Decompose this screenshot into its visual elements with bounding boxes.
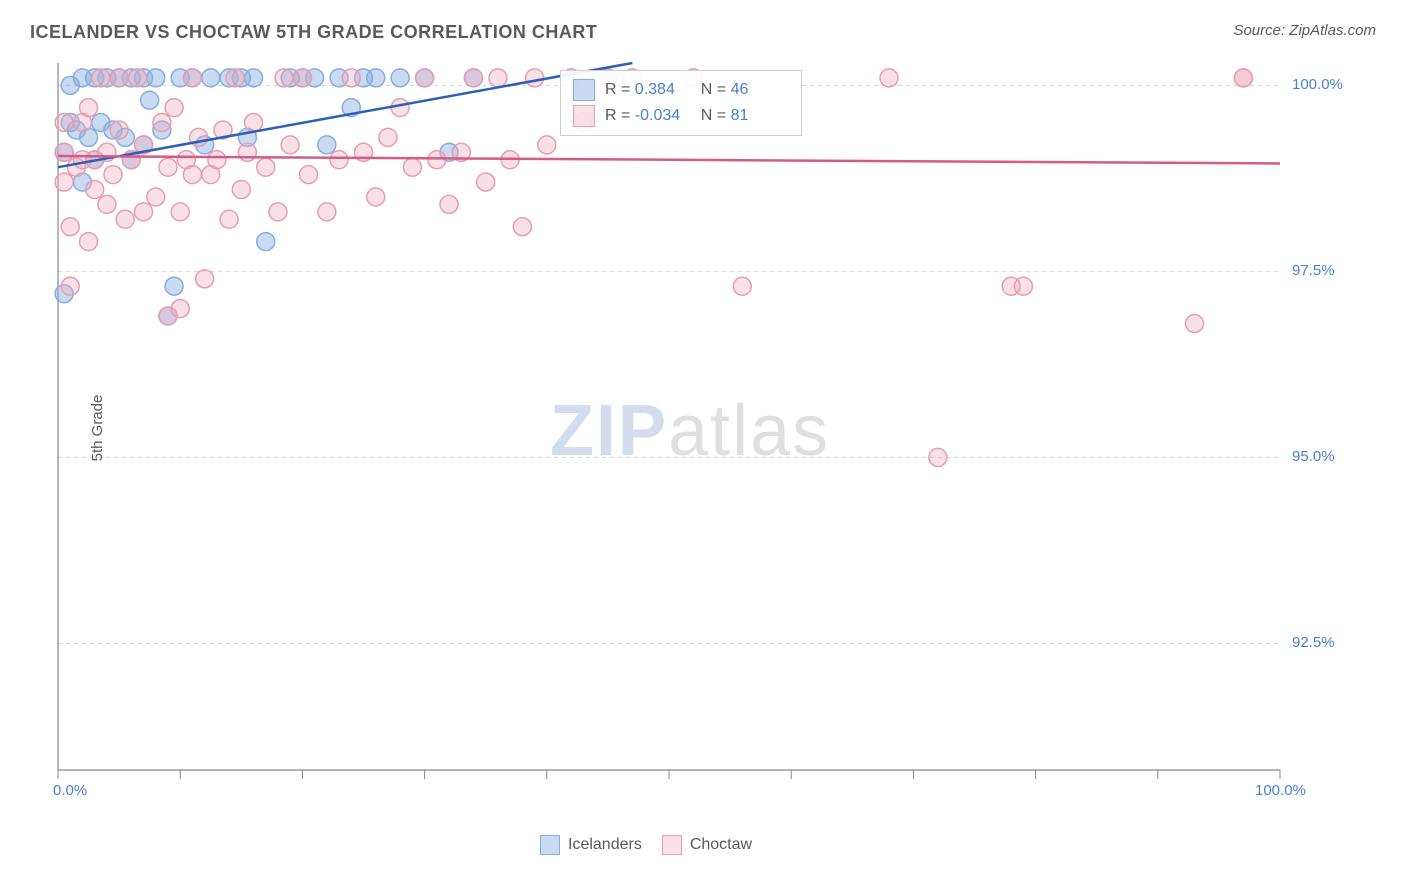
y-axis-label: 5th Grade	[89, 394, 106, 461]
legend-item: Choctaw	[642, 836, 752, 853]
chart-title: ICELANDER VS CHOCTAW 5TH GRADE CORRELATI…	[30, 22, 597, 43]
y-tick-label: 92.5%	[1292, 634, 1335, 651]
legend-item: Icelanders	[520, 836, 642, 853]
legend-row: R = 0.384N = 46	[573, 77, 789, 103]
scatter-chart	[50, 55, 1370, 800]
source-attribution: Source: ZipAtlas.com	[1233, 22, 1376, 39]
y-tick-label: 100.0%	[1292, 76, 1343, 93]
y-tick-label: 95.0%	[1292, 448, 1335, 465]
x-tick-label: 0.0%	[53, 782, 87, 799]
plot-area: 5th Grade ZIPatlas R = 0.384N = 46R = -0…	[50, 55, 1370, 800]
series-legend: IcelandersChoctaw	[520, 835, 752, 855]
y-tick-label: 97.5%	[1292, 262, 1335, 279]
legend-row: R = -0.034N = 81	[573, 103, 789, 129]
stats-legend: R = 0.384N = 46R = -0.034N = 81	[560, 70, 802, 136]
x-tick-label: 100.0%	[1255, 782, 1306, 799]
